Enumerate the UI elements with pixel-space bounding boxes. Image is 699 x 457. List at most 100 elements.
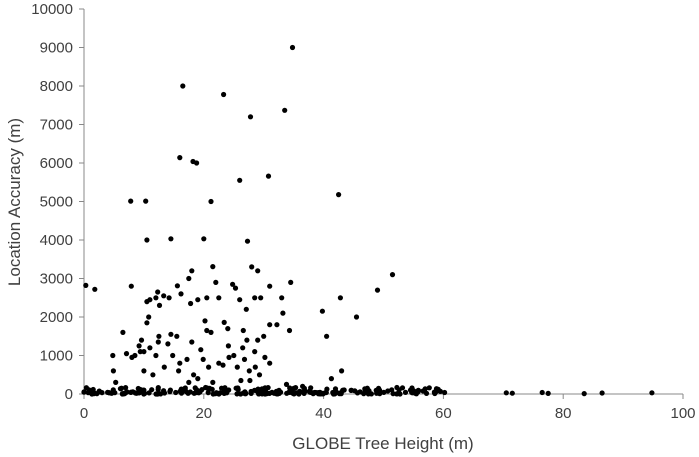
data-point: [286, 327, 293, 334]
data-point: [200, 356, 206, 362]
data-point: [144, 320, 150, 326]
data-point: [234, 391, 240, 397]
data-point: [156, 333, 162, 339]
data-point: [324, 333, 330, 339]
data-point: [153, 352, 159, 359]
data-point: [128, 198, 134, 204]
data-point: [235, 386, 241, 393]
data-point: [209, 386, 215, 392]
data-point: [302, 388, 308, 394]
data-point: [328, 376, 334, 382]
data-point: [265, 173, 272, 179]
data-point: [599, 390, 605, 396]
data-point: [173, 389, 179, 396]
y-tick-label: 4000: [40, 232, 73, 249]
data-point: [307, 388, 313, 394]
data-point: [132, 352, 138, 359]
x-tick-label: 60: [435, 405, 452, 422]
data-point: [252, 295, 258, 301]
data-point: [90, 386, 96, 393]
data-point: [237, 177, 243, 183]
data-point: [213, 279, 219, 285]
data-point: [261, 333, 267, 339]
data-point: [150, 372, 156, 378]
y-tick-label: 1000: [40, 348, 73, 365]
data-point: [240, 327, 246, 334]
data-point: [539, 389, 545, 396]
y-tick-labels: 0 1000 2000 3000 4000 5000 6000 7000 8000 9000 100…: [31, 1, 73, 403]
data-point: [226, 354, 232, 360]
data-point: [186, 379, 192, 385]
data-point: [220, 362, 226, 368]
data-point: [210, 379, 216, 385]
data-point: [109, 390, 115, 396]
data-point: [288, 279, 294, 285]
data-point: [247, 377, 253, 384]
data-point: [267, 322, 273, 328]
data-point: [396, 387, 402, 393]
data-point: [161, 364, 167, 370]
data-point: [180, 83, 186, 89]
data-point: [205, 390, 211, 396]
data-point: [225, 343, 231, 349]
data-point: [310, 391, 316, 397]
data-point: [249, 264, 255, 270]
data-point: [141, 368, 147, 374]
data-point: [244, 238, 251, 244]
data-point: [123, 351, 130, 357]
data-point: [374, 287, 381, 293]
data-point: [232, 285, 239, 291]
data-point: [147, 297, 153, 303]
data-point: [92, 286, 98, 292]
x-tick-label: 80: [555, 405, 572, 422]
data-point: [136, 390, 142, 396]
data-point: [204, 327, 210, 334]
data-point: [509, 390, 515, 396]
data-point: [195, 297, 201, 303]
data-point: [315, 391, 322, 397]
x-tick-label: 20: [195, 405, 212, 422]
data-point: [234, 364, 240, 370]
data-point: [198, 347, 204, 353]
y-tick-label: 7000: [40, 117, 73, 134]
data-point: [431, 389, 437, 395]
data-point: [283, 381, 290, 387]
data-point: [545, 390, 551, 396]
data-point: [165, 341, 171, 347]
data-point: [252, 349, 258, 355]
data-point: [221, 388, 227, 394]
data-point: [110, 352, 116, 359]
data-point: [262, 354, 268, 360]
data-point: [141, 391, 147, 397]
data-point: [120, 329, 126, 335]
data-point: [300, 383, 306, 389]
data-point: [238, 377, 244, 384]
data-point: [174, 333, 180, 339]
data-point: [96, 388, 102, 394]
data-point: [174, 283, 180, 289]
data-point: [247, 114, 254, 120]
data-point: [240, 345, 246, 351]
data-point: [252, 364, 258, 370]
data-point: [389, 272, 396, 278]
data-point: [649, 390, 655, 396]
data-point: [83, 282, 89, 288]
data-point: [394, 391, 400, 397]
data-point: [389, 387, 395, 393]
y-tick-label: 0: [65, 386, 73, 403]
data-point: [243, 306, 249, 312]
data-point: [503, 390, 509, 396]
data-point: [231, 352, 237, 359]
data-point: [161, 388, 167, 394]
data-point: [442, 389, 448, 396]
data-point: [154, 391, 160, 397]
data-point: [178, 291, 184, 297]
data-point: [230, 281, 236, 287]
data-point: [128, 389, 134, 395]
data-point: [195, 376, 201, 382]
data-point: [251, 387, 258, 393]
data-point: [168, 331, 174, 337]
data-point: [373, 387, 379, 393]
data-point: [362, 386, 368, 392]
